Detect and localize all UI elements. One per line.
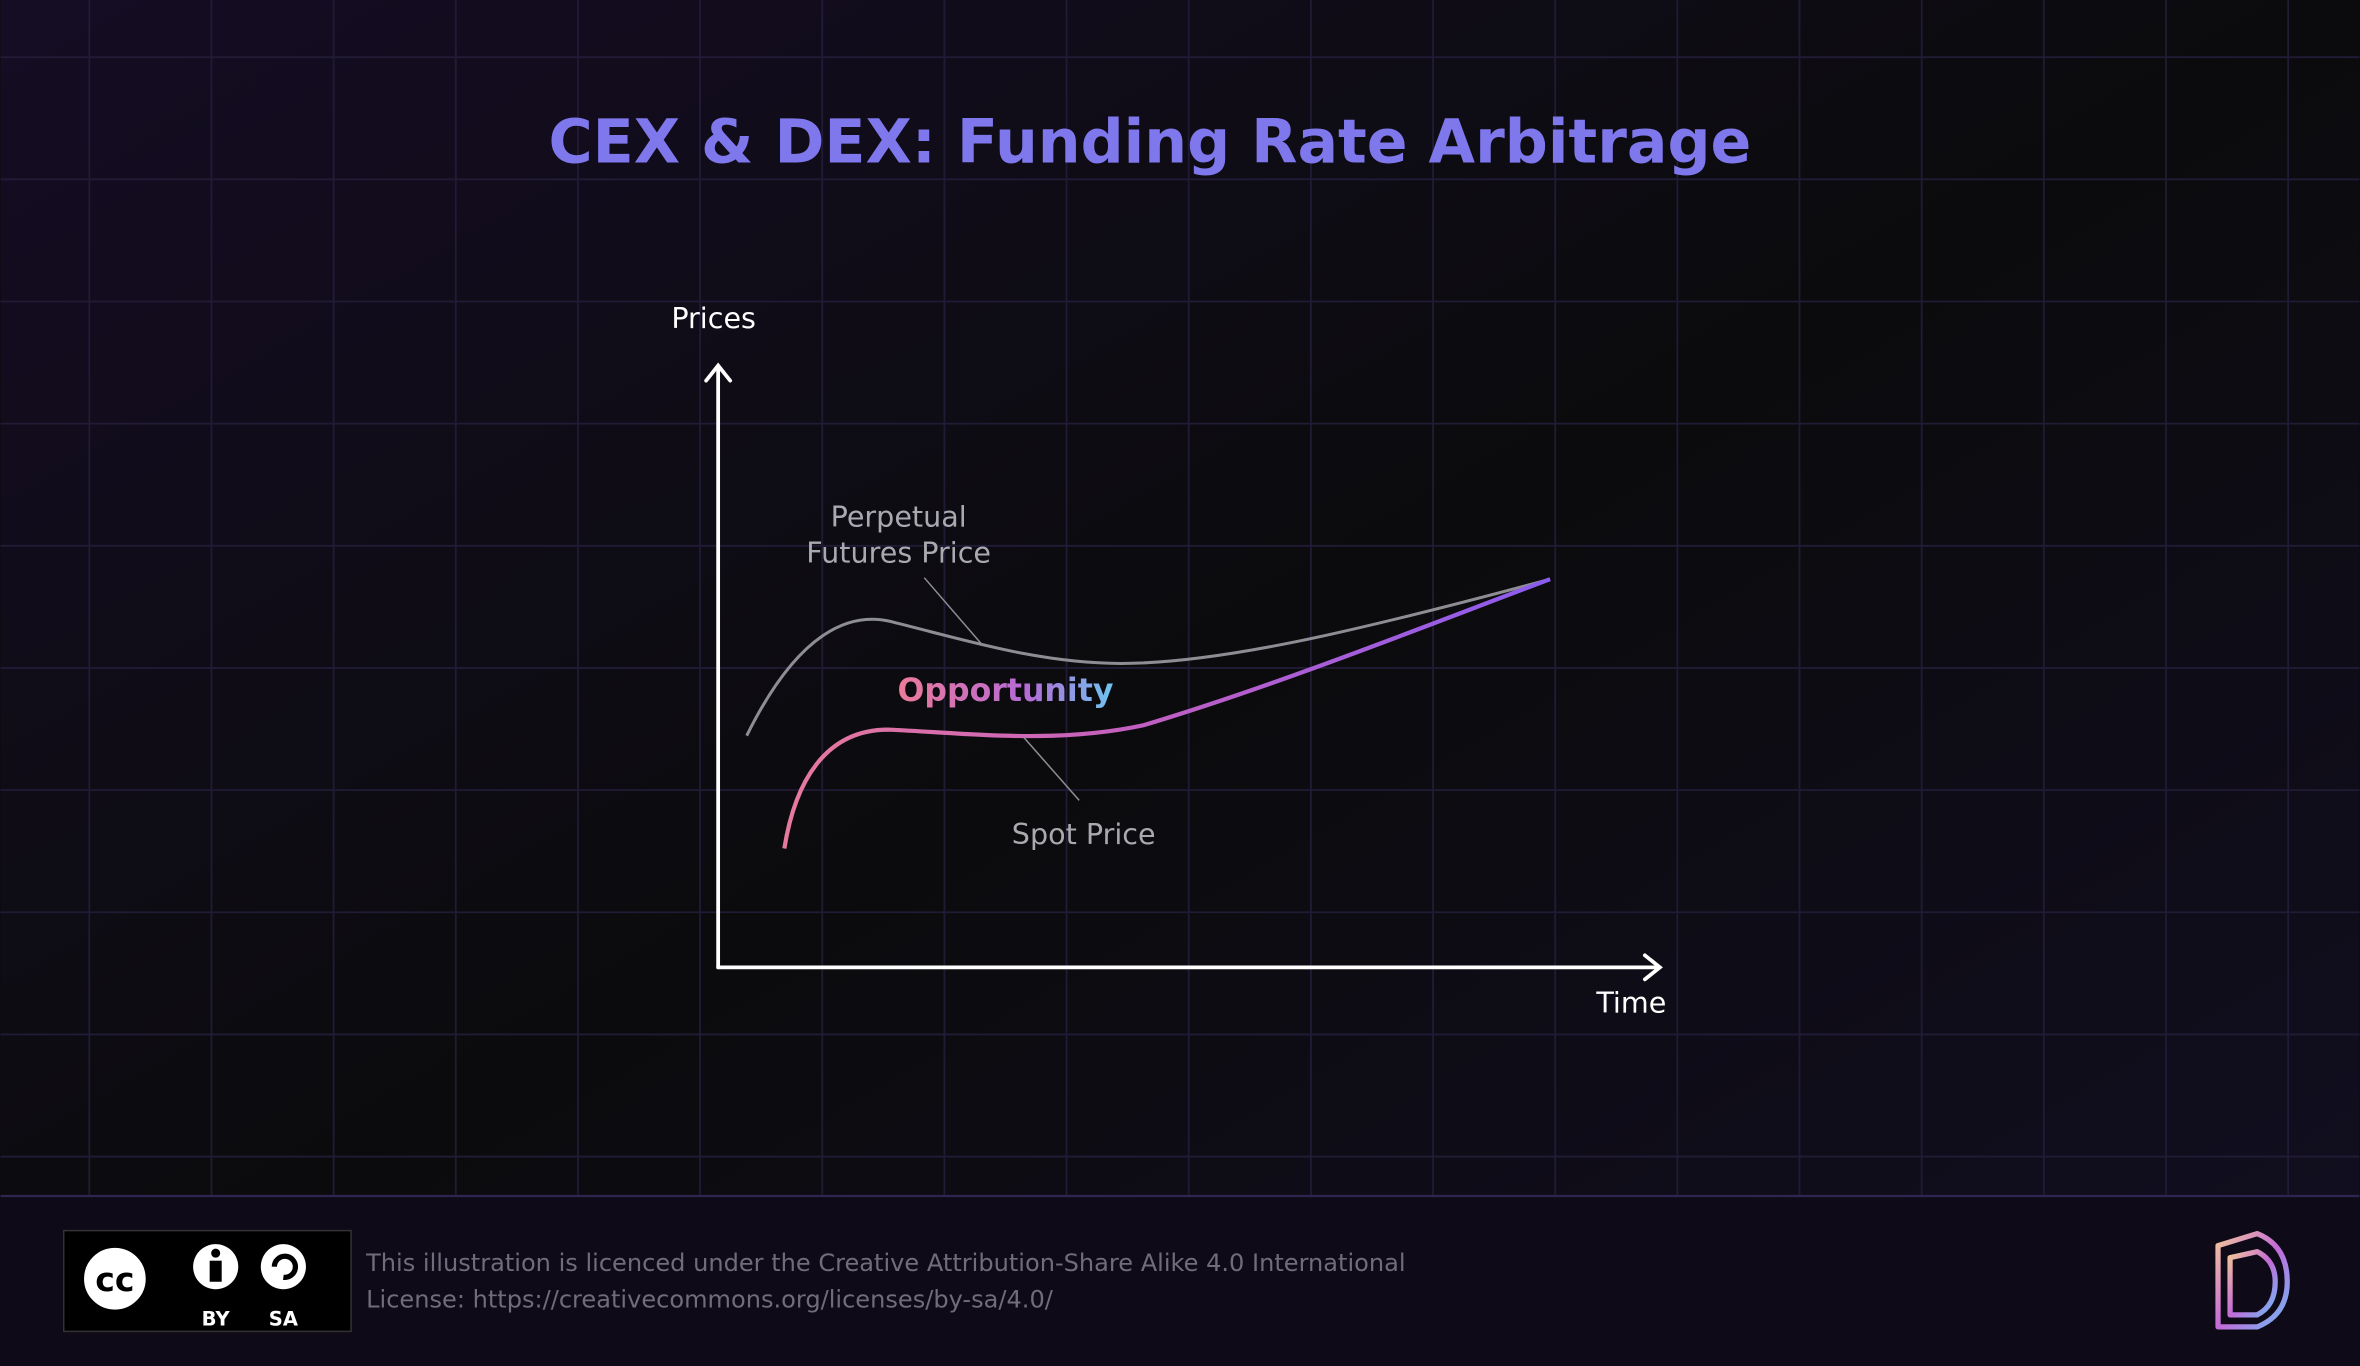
license-text: License: https://creativecommons.org/lic… — [366, 1285, 1054, 1313]
spot-label: Spot Price — [1012, 817, 1156, 851]
cc-badge: cc BY SA — [62, 1229, 352, 1333]
cc-text: cc — [95, 1260, 134, 1299]
axes — [704, 362, 1663, 982]
y-axis-label: Prices — [671, 301, 756, 335]
x-axis-label: Time — [1595, 985, 1666, 1019]
logo — [2215, 1230, 2290, 1330]
by-icon-head — [211, 1248, 221, 1258]
spot-curve — [782, 577, 1551, 849]
x-axis — [716, 953, 1663, 982]
sa-icon-arrow — [271, 1253, 299, 1280]
by-text: BY — [202, 1307, 231, 1330]
by-icon-body — [209, 1260, 222, 1282]
futures-curve — [745, 577, 1551, 737]
sa-icon — [260, 1244, 306, 1290]
license-text: This illustration is licenced under the … — [365, 1249, 1405, 1277]
cc-icon — [79, 1243, 151, 1315]
grid — [0, 0, 2360, 1197]
footer-background — [0, 1196, 2360, 1366]
futures-label: Perpetual — [831, 500, 967, 534]
y-axis — [704, 362, 733, 970]
futures-leader — [923, 577, 982, 645]
futures-label: Futures Price — [806, 536, 991, 570]
sa-text: SA — [269, 1307, 299, 1330]
spot-leader — [1022, 736, 1080, 801]
title: CEX & DEX: Funding Rate Arbitrage — [548, 107, 1751, 177]
opportunity-label: Opportunity — [898, 673, 1114, 709]
